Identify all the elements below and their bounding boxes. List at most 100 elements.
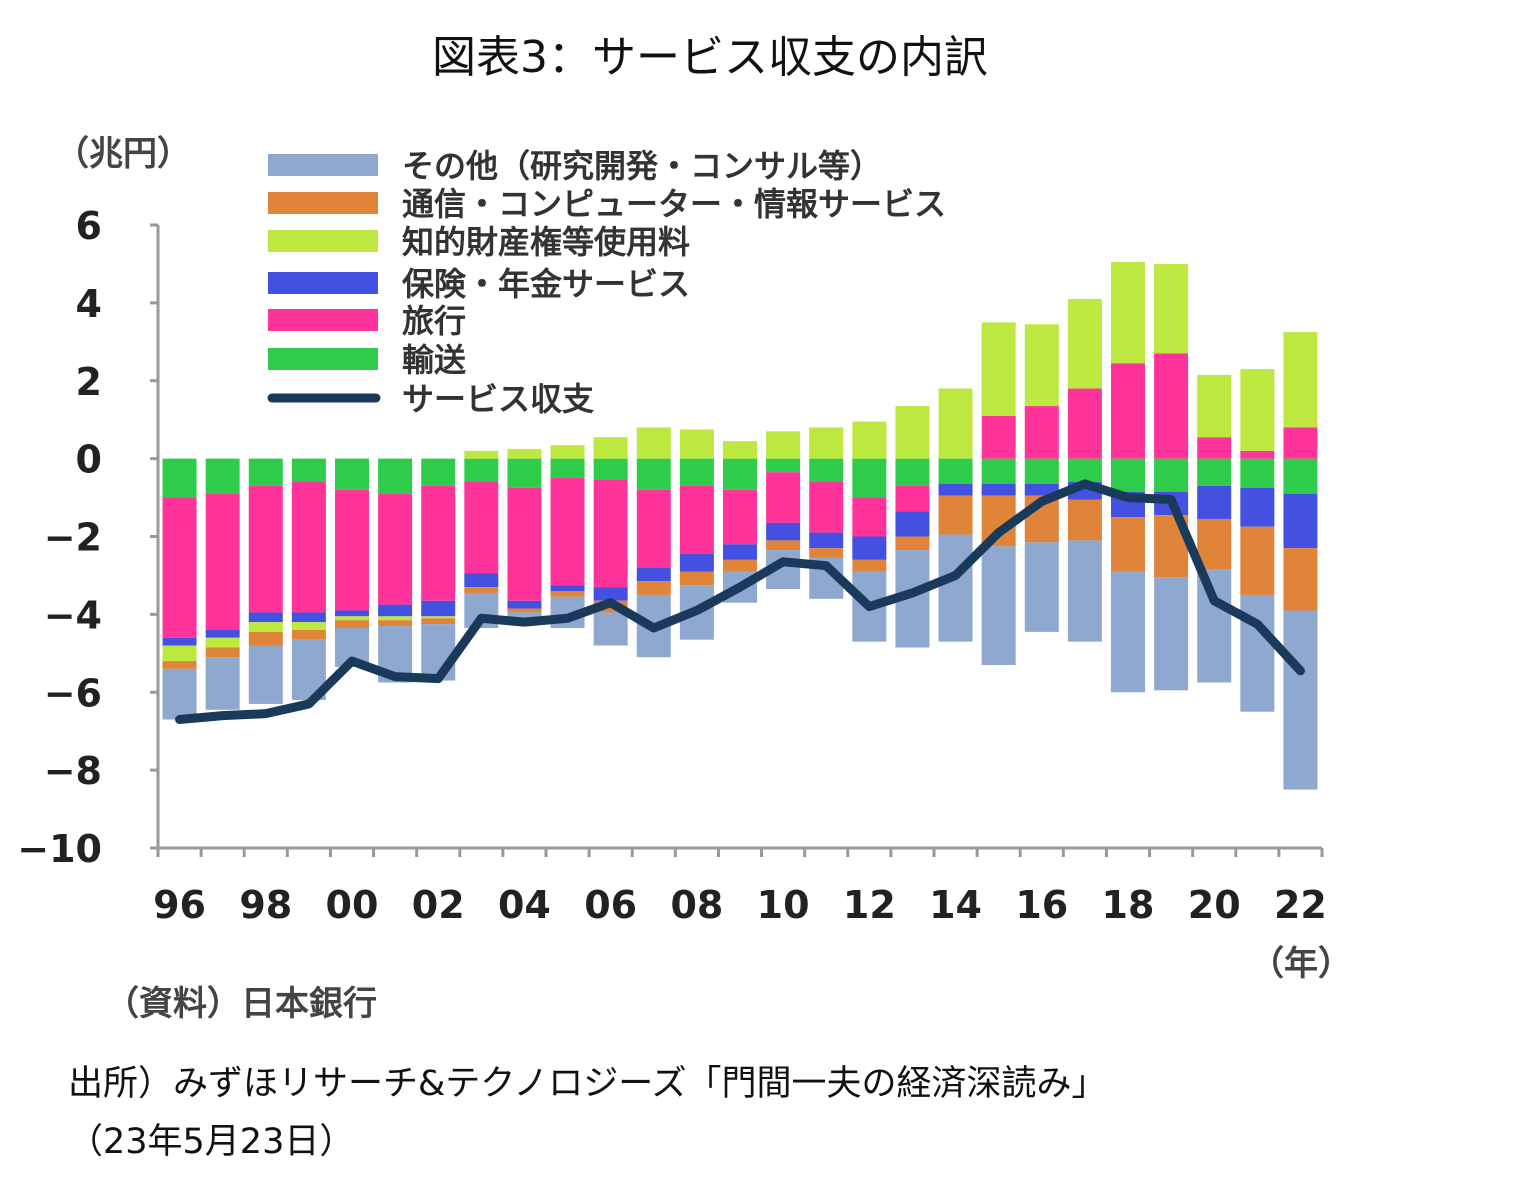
y-tick-label: 2 <box>76 360 102 404</box>
bar-segment-02-series-3 <box>421 616 456 619</box>
bar-segment-10-series-3 <box>766 431 801 459</box>
chart-title: 図表3：サービス収支の内訳 <box>432 32 988 83</box>
x-tick-label: 20 <box>1188 883 1241 927</box>
bar-segment-11-series-1 <box>809 481 844 533</box>
line-point-06 <box>609 601 612 604</box>
bar-segment-17-series-5 <box>1067 540 1102 642</box>
line-point-19 <box>1170 498 1173 501</box>
bar-segment-13-series-4 <box>895 536 930 551</box>
bar-segment-09-series-2 <box>723 544 757 560</box>
legend-label: その他（研究開発・コンサル等） <box>402 147 882 185</box>
line-point-10 <box>782 560 785 563</box>
bar-segment-19-series-5 <box>1154 577 1189 691</box>
legend-label: 輸送 <box>402 341 466 379</box>
legend: その他（研究開発・コンサル等）通信・コンピューター・情報サービス知的財産権等使用… <box>267 147 946 418</box>
bar-segment-02-series-4 <box>421 618 456 625</box>
x-tick-label: 14 <box>929 883 982 927</box>
line-point-96 <box>178 718 181 721</box>
bar-segment-03-series-2 <box>464 573 499 588</box>
bar-segment-17-series-0 <box>1067 458 1102 482</box>
line-point-15 <box>997 531 1000 534</box>
bar-segment-11-series-2 <box>809 532 844 549</box>
bar-segment-96-series-5 <box>162 668 197 720</box>
bar-segment-04-series-0 <box>507 458 542 488</box>
x-axis-year-label: （年） <box>1250 944 1352 984</box>
bar-segment-15-series-1 <box>981 415 1016 459</box>
x-tick-label: 16 <box>1015 883 1068 927</box>
bar-segment-17-series-4 <box>1067 499 1102 541</box>
bar-segment-08-series-4 <box>679 571 714 586</box>
line-point-99 <box>307 702 310 705</box>
bar-segment-08-series-1 <box>679 485 714 555</box>
y-axis-unit-label: （兆円） <box>55 134 191 174</box>
bar-segment-04-series-1 <box>507 487 542 601</box>
bar-segment-22-series-2 <box>1283 493 1318 549</box>
bar-segment-20-series-2 <box>1197 485 1232 519</box>
bar-segment-17-series-3 <box>1067 298 1102 389</box>
line-point-98 <box>264 712 267 715</box>
bar-segment-17-series-1 <box>1067 388 1102 459</box>
bar-segment-09-series-4 <box>723 559 757 572</box>
x-tick-label: 18 <box>1102 883 1155 927</box>
bar-segment-21-series-5 <box>1240 594 1275 712</box>
x-tick-label: 02 <box>412 883 465 927</box>
bar-segment-16-series-0 <box>1024 458 1059 484</box>
bar-segment-02-series-1 <box>421 485 456 601</box>
bar-segment-98-series-5 <box>248 645 283 704</box>
bar-segment-05-series-1 <box>550 478 585 586</box>
bar-segment-99-series-1 <box>291 481 326 613</box>
bar-segment-11-series-4 <box>809 548 844 558</box>
bar-segment-18-series-1 <box>1111 363 1145 459</box>
bar-segment-10-series-0 <box>766 458 801 473</box>
bar-segment-16-series-3 <box>1024 324 1059 407</box>
bar-segment-15-series-0 <box>981 458 1016 484</box>
line-point-22 <box>1299 669 1302 672</box>
x-tick-label: 04 <box>498 883 551 927</box>
bar-segment-14-series-0 <box>938 458 973 484</box>
line-point-14 <box>954 574 957 577</box>
bar-segment-08-series-2 <box>679 554 714 572</box>
bar-segment-22-series-0 <box>1283 458 1318 494</box>
legend-swatch <box>268 192 378 214</box>
bar-segment-03-series-1 <box>464 481 499 574</box>
bar-segment-21-series-0 <box>1240 458 1275 488</box>
x-tick-label: 96 <box>153 883 206 927</box>
bar-segment-09-series-1 <box>723 489 757 545</box>
bar-segment-06-series-5 <box>593 612 628 646</box>
bar-segment-10-series-4 <box>766 540 801 551</box>
y-tick-label: −4 <box>44 593 102 637</box>
bar-segment-98-series-1 <box>248 485 283 613</box>
line-point-07 <box>652 627 655 630</box>
bar-segment-00-series-3 <box>335 616 369 621</box>
bar-segment-05-series-2 <box>550 585 585 592</box>
line-point-97 <box>221 714 224 717</box>
bar-segment-99-series-3 <box>291 622 326 630</box>
bar-segment-12-series-3 <box>852 421 887 459</box>
line-point-01 <box>394 675 397 678</box>
bar-segment-10-series-2 <box>766 522 801 541</box>
line-point-17 <box>1083 482 1086 485</box>
bar-segment-16-series-1 <box>1024 406 1059 459</box>
bar-segment-10-series-1 <box>766 472 801 523</box>
line-point-18 <box>1127 496 1129 499</box>
x-tick-label: 10 <box>757 883 810 927</box>
y-tick-label: 4 <box>76 282 102 326</box>
bar-segment-97-series-1 <box>205 493 240 630</box>
bar-segment-97-series-3 <box>205 637 240 648</box>
x-tick-label: 00 <box>326 883 379 927</box>
bar-segment-13-series-1 <box>895 485 930 512</box>
bar-segment-05-series-4 <box>550 591 585 597</box>
x-tick-label: 98 <box>239 883 292 927</box>
bar-segment-01-series-1 <box>378 493 413 605</box>
line-point-13 <box>911 591 914 594</box>
bar-segment-02-series-0 <box>421 458 456 486</box>
bar-segment-18-series-4 <box>1111 517 1145 572</box>
bar-segment-99-series-2 <box>291 612 326 623</box>
bar-segment-96-series-1 <box>162 497 197 638</box>
line-point-20 <box>1213 599 1216 602</box>
bar-segment-97-series-0 <box>205 458 240 494</box>
bar-segment-13-series-3 <box>895 406 930 459</box>
bar-segment-01-series-0 <box>378 458 413 494</box>
bar-segment-19-series-3 <box>1154 263 1189 354</box>
